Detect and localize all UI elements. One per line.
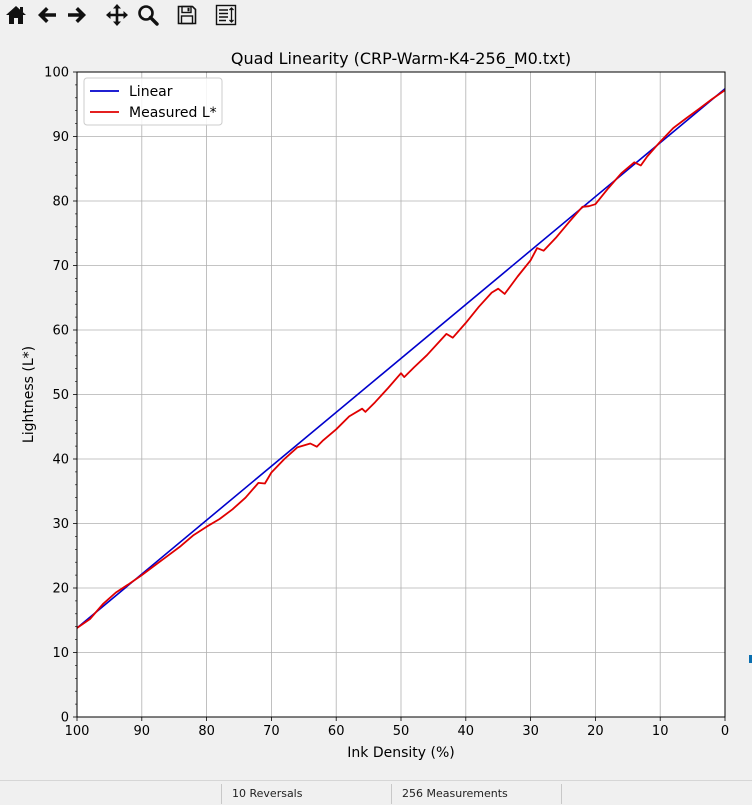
back-button[interactable] bbox=[34, 2, 60, 28]
y-tick-label: 30 bbox=[52, 517, 69, 532]
y-tick-label: 0 bbox=[61, 711, 69, 726]
y-tick-label: 80 bbox=[52, 195, 69, 210]
axes-frame bbox=[76, 71, 726, 718]
figure-canvas[interactable]: 100 90 80 70 60 50 40 30 20 10 0 0 10 20 30 40 50 60 70 80 9… bbox=[1, 31, 750, 780]
x-tick-label: 20 bbox=[587, 724, 604, 739]
home-icon bbox=[6, 6, 26, 24]
measured-series-line bbox=[76, 89, 726, 629]
y-tick-label: 10 bbox=[52, 646, 69, 661]
pan-button[interactable] bbox=[104, 2, 130, 28]
x-tick-label: 10 bbox=[652, 724, 669, 739]
x-tick-label: 70 bbox=[263, 724, 280, 739]
subplots-icon bbox=[215, 4, 237, 26]
reversals-count: 10 Reversals bbox=[221, 784, 392, 804]
x-tick-label: 100 bbox=[65, 724, 90, 739]
zoom-button[interactable] bbox=[135, 2, 161, 28]
y-tick-label: 20 bbox=[52, 582, 69, 597]
x-tick-label: 80 bbox=[198, 724, 215, 739]
x-tick-label: 0 bbox=[721, 724, 729, 739]
legend-label-measured: Measured L* bbox=[129, 105, 217, 121]
x-tick-label: 60 bbox=[328, 724, 345, 739]
window-edge-marker bbox=[749, 655, 752, 663]
y-tick-label: 70 bbox=[52, 259, 69, 274]
x-tick-label: 50 bbox=[393, 724, 410, 739]
y-tick-label: 60 bbox=[52, 324, 69, 339]
toolbar bbox=[0, 0, 752, 31]
x-tick-label: 90 bbox=[134, 724, 151, 739]
legend-box bbox=[83, 77, 223, 126]
configure-subplots-button[interactable] bbox=[213, 2, 239, 28]
arrow-right-icon bbox=[68, 7, 86, 23]
x-tick-label: 40 bbox=[458, 724, 475, 739]
home-button[interactable] bbox=[3, 2, 29, 28]
y-tick-label: 100 bbox=[44, 66, 69, 81]
legend-label-linear: Linear bbox=[129, 84, 173, 100]
chart-title: Quad Linearity (CRP-Warm-K4-256_M0.txt) bbox=[231, 49, 571, 69]
y-tick-label: 40 bbox=[52, 453, 69, 468]
y-tick-label: 90 bbox=[52, 130, 69, 145]
magnifier-icon bbox=[138, 5, 159, 26]
arrow-left-icon bbox=[38, 7, 56, 23]
move-icon bbox=[106, 4, 128, 26]
y-tick-label: 50 bbox=[52, 388, 69, 403]
save-button[interactable] bbox=[174, 2, 200, 28]
floppy-disk-icon bbox=[177, 5, 197, 25]
status-empty-cell bbox=[561, 784, 752, 804]
chart: 100 90 80 70 60 50 40 30 20 10 0010203040506070809… bbox=[21, 49, 729, 761]
x-axis-label: Ink Density (%) bbox=[347, 745, 454, 761]
measurements-count: 256 Measurements bbox=[391, 784, 562, 804]
y-axis-label: Lightness (L*) bbox=[21, 346, 37, 443]
status-bar: 10 Reversals 256 Measurements bbox=[0, 780, 752, 805]
x-tick-label: 30 bbox=[522, 724, 539, 739]
forward-button[interactable] bbox=[64, 2, 90, 28]
